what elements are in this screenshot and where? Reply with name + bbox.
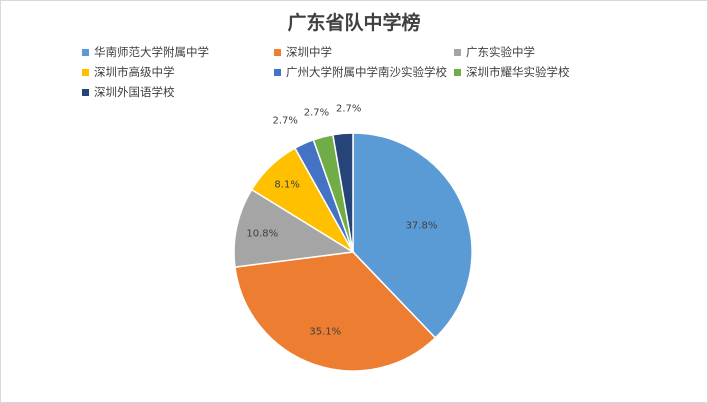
legend-swatch <box>454 68 461 76</box>
legend-item: 深圳中学 <box>274 44 332 60</box>
legend-label: 华南师范大学附属中学 <box>94 45 209 59</box>
legend-swatch <box>454 48 461 56</box>
chart-title: 广东省队中学榜 <box>287 12 421 34</box>
legend-label: 深圳中学 <box>286 45 332 59</box>
legend-item: 广东实验中学 <box>454 44 535 60</box>
data-label: 8.1% <box>274 179 299 190</box>
pie-slice <box>233 188 356 268</box>
pie-slice <box>332 132 354 253</box>
data-label: 35.1% <box>309 327 341 338</box>
legend-swatch <box>274 48 281 56</box>
legend-item: 深圳外国语学校 <box>82 84 175 100</box>
data-label: 2.7% <box>336 103 361 114</box>
legend-swatch <box>82 88 89 96</box>
legend-label: 广东实验中学 <box>466 45 535 59</box>
data-label: 10.8% <box>246 228 278 239</box>
legend-label: 深圳外国语学校 <box>94 85 175 99</box>
data-label: 2.7% <box>272 116 297 127</box>
pie-slice <box>352 132 473 339</box>
pie-slice <box>234 251 437 372</box>
data-label: 37.8% <box>406 220 438 231</box>
legend-swatch <box>82 68 89 76</box>
legend-swatch <box>274 68 281 76</box>
legend-item: 深圳市高级中学 <box>82 64 175 80</box>
legend-label: 深圳市高级中学 <box>94 65 175 79</box>
legend-item: 广州大学附属中学南沙实验学校 <box>274 64 447 80</box>
legend-item: 深圳市耀华实验学校 <box>454 64 570 80</box>
legend-label: 深圳市耀华实验学校 <box>466 65 570 79</box>
legend-label: 广州大学附属中学南沙实验学校 <box>286 65 447 79</box>
data-label: 2.7% <box>304 108 329 119</box>
legend-item: 华南师范大学附属中学 <box>82 44 209 60</box>
legend-swatch <box>82 48 89 56</box>
